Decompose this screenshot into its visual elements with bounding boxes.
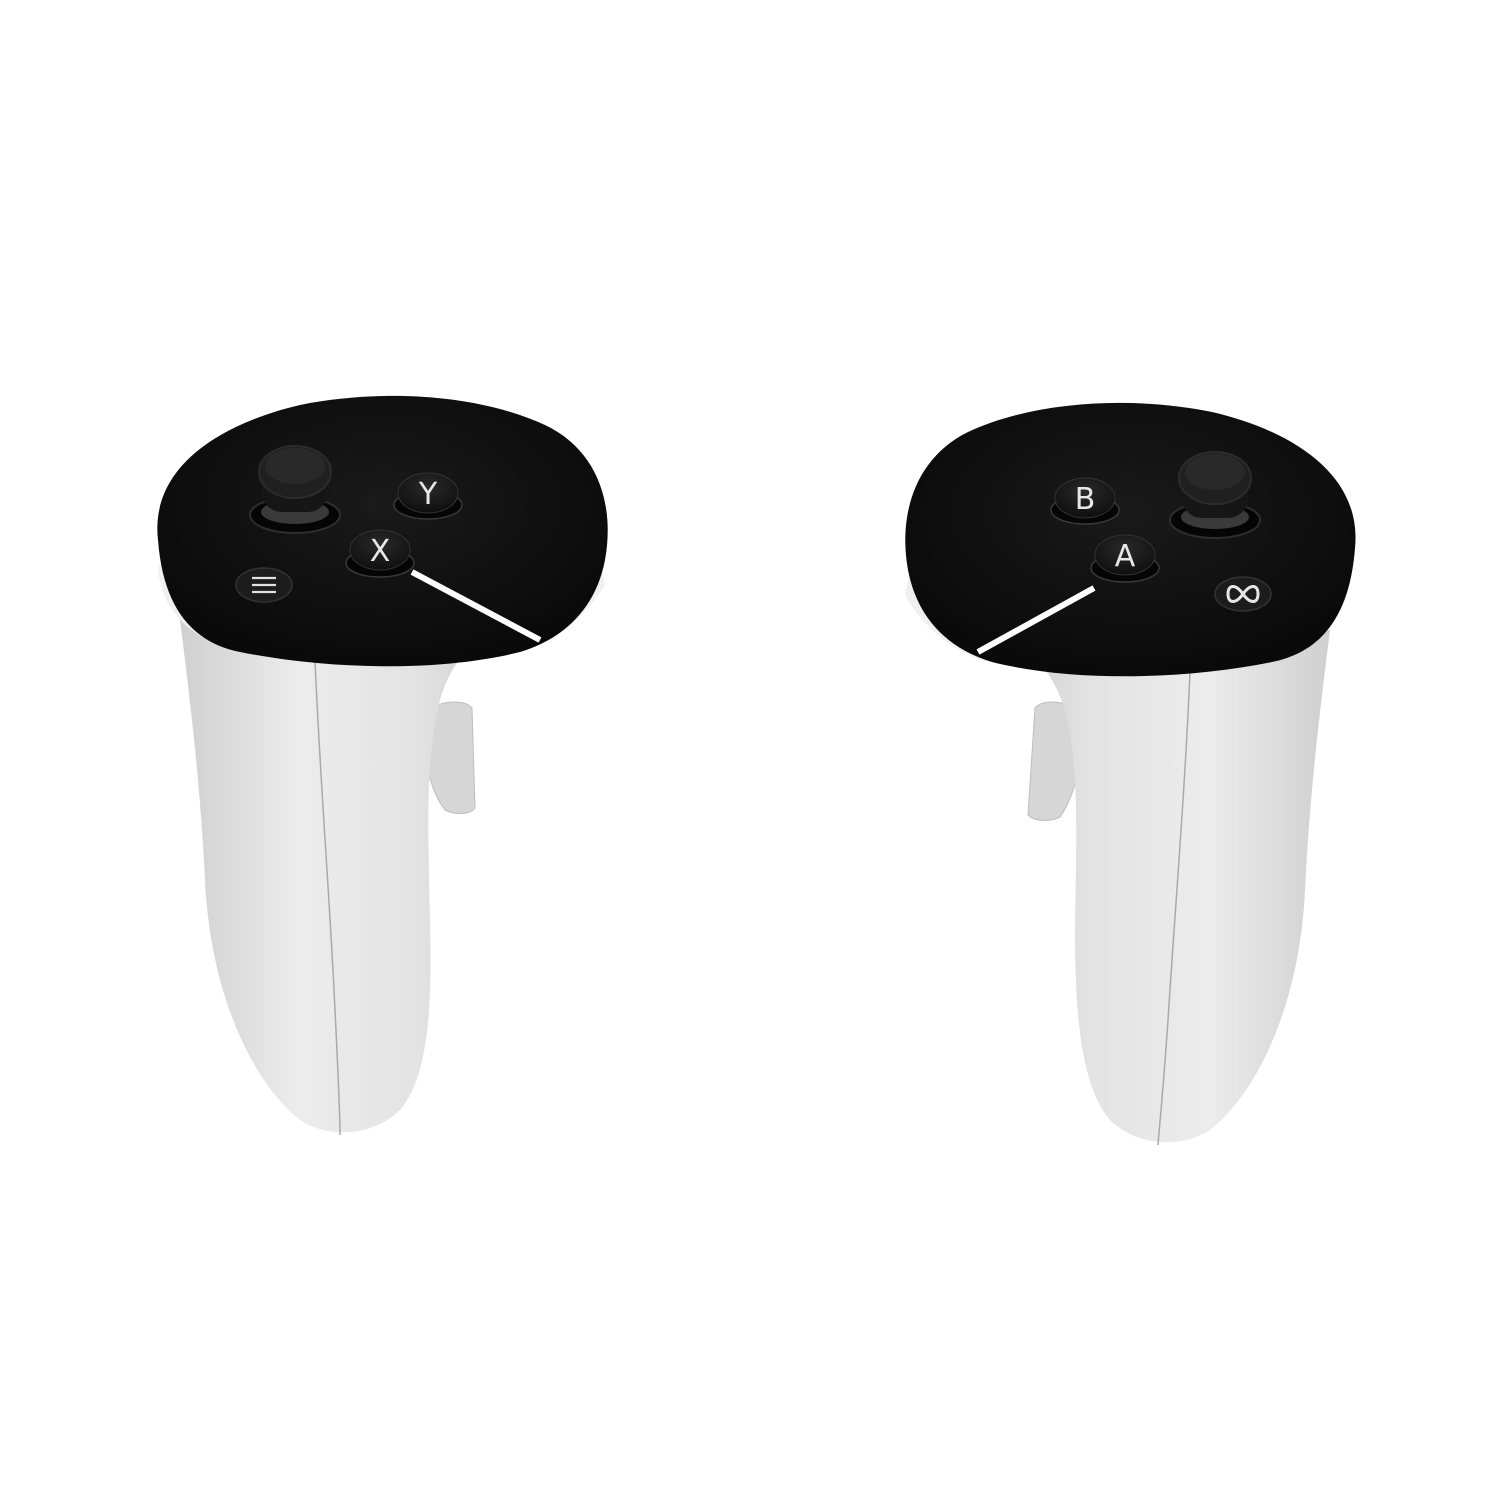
left-thumbstick[interactable] [250,446,340,533]
a-button-label: A [1115,539,1136,574]
right-thumbstick[interactable] [1170,452,1260,538]
left-grip[interactable] [180,620,520,1132]
b-button-label: B [1075,482,1096,517]
left-controller: Y X [157,396,607,1135]
x-button-label: X [370,534,391,569]
y-button-label: Y [418,477,438,512]
meta-button[interactable] [1215,577,1271,611]
menu-button[interactable] [236,568,292,602]
right-controller: B A [905,403,1356,1145]
